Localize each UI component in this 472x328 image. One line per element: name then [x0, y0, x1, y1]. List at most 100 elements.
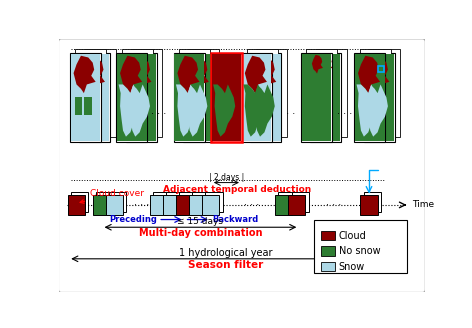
- PathPatch shape: [312, 55, 323, 73]
- PathPatch shape: [120, 56, 142, 93]
- Bar: [179, 192, 196, 212]
- Bar: [278, 192, 295, 212]
- Text: · · ·: · · ·: [244, 200, 259, 210]
- Bar: [174, 53, 205, 142]
- Bar: [363, 53, 395, 142]
- Bar: [306, 49, 337, 137]
- Text: Time: Time: [412, 200, 434, 209]
- Bar: [310, 53, 341, 142]
- PathPatch shape: [366, 84, 388, 137]
- Bar: [361, 195, 378, 215]
- Text: Season filter: Season filter: [188, 259, 263, 270]
- PathPatch shape: [128, 84, 150, 137]
- Bar: [67, 195, 84, 215]
- Bar: [321, 262, 335, 271]
- Bar: [117, 53, 147, 142]
- Text: Snow: Snow: [339, 261, 365, 272]
- Bar: [211, 54, 241, 141]
- Bar: [315, 49, 346, 137]
- Bar: [275, 195, 292, 215]
- Bar: [288, 195, 305, 215]
- Bar: [126, 53, 157, 142]
- Bar: [211, 53, 242, 142]
- Bar: [292, 192, 309, 212]
- Bar: [179, 49, 210, 137]
- Bar: [71, 54, 100, 141]
- PathPatch shape: [187, 56, 209, 93]
- Bar: [84, 97, 92, 115]
- FancyBboxPatch shape: [58, 39, 426, 293]
- Bar: [84, 49, 116, 137]
- Text: · · ·: · · ·: [151, 109, 166, 119]
- Text: Adjacent temporal deduction: Adjacent temporal deduction: [163, 185, 312, 194]
- PathPatch shape: [83, 56, 105, 93]
- PathPatch shape: [253, 84, 275, 137]
- Bar: [75, 97, 83, 115]
- Bar: [122, 49, 153, 137]
- Bar: [93, 195, 110, 215]
- Bar: [378, 66, 384, 72]
- FancyBboxPatch shape: [314, 219, 407, 274]
- Text: No snow: No snow: [339, 246, 380, 256]
- Bar: [153, 192, 170, 212]
- PathPatch shape: [177, 56, 200, 93]
- Bar: [192, 192, 210, 212]
- Text: · · ·: · · ·: [135, 200, 150, 210]
- PathPatch shape: [367, 56, 389, 93]
- Bar: [183, 53, 214, 142]
- PathPatch shape: [185, 84, 207, 137]
- Bar: [256, 49, 287, 137]
- PathPatch shape: [213, 84, 235, 137]
- Bar: [251, 54, 281, 141]
- Bar: [364, 54, 394, 141]
- Bar: [202, 195, 219, 215]
- PathPatch shape: [245, 56, 267, 93]
- Bar: [117, 54, 147, 141]
- Bar: [184, 54, 213, 141]
- PathPatch shape: [176, 84, 198, 137]
- Text: Preceding: Preceding: [109, 215, 157, 224]
- Bar: [211, 53, 242, 142]
- Bar: [96, 192, 113, 212]
- Bar: [126, 54, 156, 141]
- Text: Backward: Backward: [212, 215, 259, 224]
- Bar: [355, 54, 385, 141]
- Bar: [354, 53, 385, 142]
- Bar: [175, 54, 204, 141]
- Bar: [321, 231, 335, 240]
- Bar: [246, 49, 278, 137]
- Bar: [188, 49, 219, 137]
- Bar: [176, 195, 193, 215]
- Text: Multi-day combination: Multi-day combination: [139, 228, 262, 238]
- Bar: [80, 54, 110, 141]
- Bar: [360, 49, 391, 137]
- Bar: [106, 195, 123, 215]
- Text: · · ·: · · ·: [327, 200, 342, 210]
- Bar: [163, 195, 180, 215]
- Bar: [242, 54, 271, 141]
- Bar: [301, 53, 332, 142]
- Bar: [131, 49, 162, 137]
- Bar: [79, 53, 110, 142]
- Bar: [189, 195, 206, 215]
- Bar: [302, 54, 331, 141]
- Text: ≤ 15 days: ≤ 15 days: [177, 217, 223, 226]
- Text: Cloud: Cloud: [339, 231, 367, 241]
- PathPatch shape: [321, 55, 332, 73]
- Bar: [363, 192, 380, 212]
- PathPatch shape: [118, 84, 141, 137]
- Text: 1 hydrological year: 1 hydrological year: [179, 248, 272, 258]
- Text: · · ·: · · ·: [337, 109, 352, 119]
- Bar: [75, 49, 106, 137]
- Bar: [251, 53, 281, 142]
- Bar: [321, 246, 335, 256]
- Text: Cloud cover: Cloud cover: [80, 189, 144, 203]
- Bar: [369, 49, 400, 137]
- Bar: [150, 195, 167, 215]
- Bar: [110, 192, 126, 212]
- Bar: [70, 53, 101, 142]
- Bar: [71, 192, 88, 212]
- PathPatch shape: [244, 84, 265, 137]
- Text: · · ·: · · ·: [280, 109, 295, 119]
- PathPatch shape: [74, 56, 96, 93]
